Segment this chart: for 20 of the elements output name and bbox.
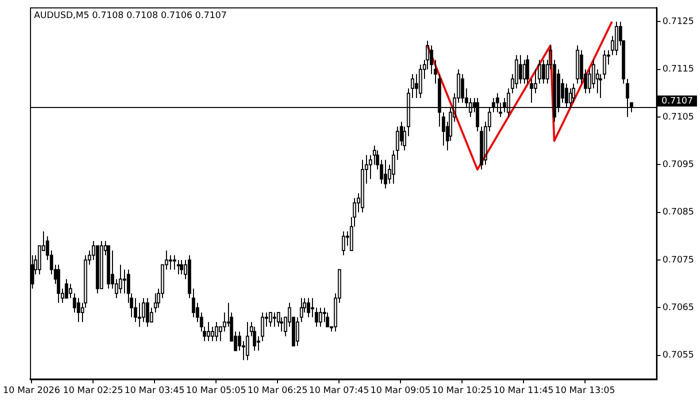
y-tick-label: 0.7075 — [662, 255, 694, 266]
y-tick-label: 0.7055 — [662, 350, 694, 361]
x-tick-label: 10 Mar 03:45 — [124, 386, 185, 396]
y-tick-label: 0.7095 — [662, 160, 694, 170]
x-tick-label: 10 Mar 09:05 — [370, 386, 431, 396]
y-tick-label: 0.7085 — [662, 208, 694, 218]
y-tick-label: 0.7115 — [662, 64, 694, 75]
x-tick-label: 10 Mar 02:25 — [62, 386, 124, 396]
x-tick-label: 10 Mar 10:25 — [432, 386, 492, 396]
x-tick-label: 10 Mar 06:25 — [247, 386, 308, 396]
ref-line-label: 0.7107 — [662, 96, 694, 106]
y-tick-label: 0.7125 — [662, 17, 694, 28]
x-tick-label: 10 Mar 05:05 — [186, 386, 246, 396]
chart-title: AUDUSD,M5 0.7108 0.7108 0.7106 0.7107 — [34, 11, 227, 22]
y-tick-label: 0.7105 — [662, 112, 694, 122]
x-tick-label: 10 Mar 13:05 — [554, 386, 616, 396]
x-tick-label: 10 Mar 11:45 — [493, 386, 554, 396]
x-tick-label: 10 Mar 07:45 — [308, 386, 370, 396]
x-tick-label: 10 Mar 2026 — [3, 386, 60, 396]
y-tick-label: 0.7065 — [662, 303, 694, 314]
